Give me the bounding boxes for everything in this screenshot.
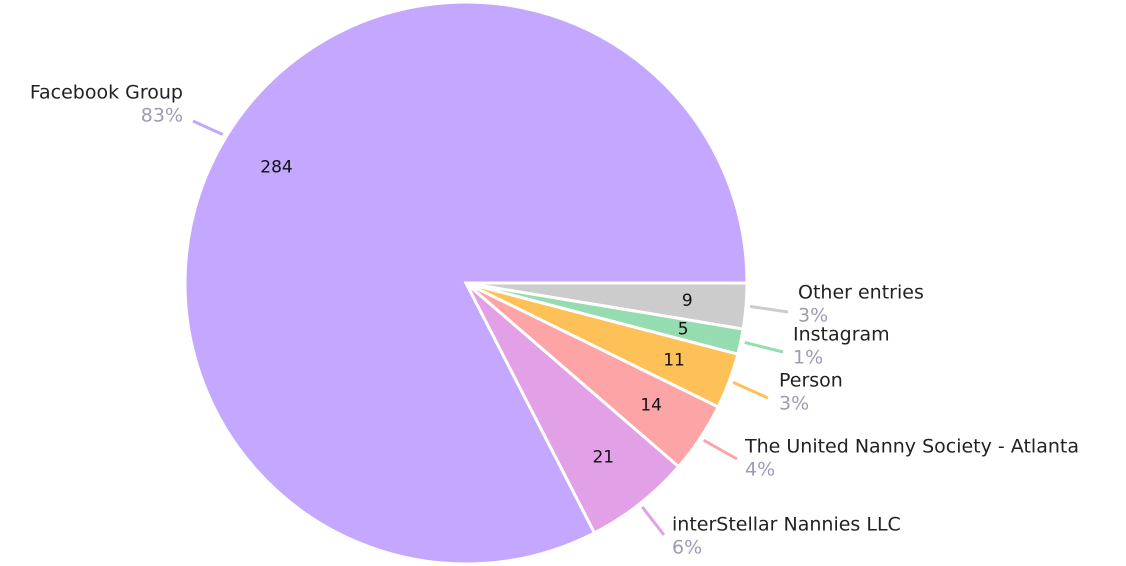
slice-value: 9 — [682, 291, 693, 311]
leader-line — [641, 506, 666, 536]
leader-line — [749, 304, 789, 314]
pie-slice — [465, 281, 749, 331]
slice-label: Other entries — [798, 282, 924, 304]
slice-label: interStellar Nannies LLC — [672, 514, 901, 536]
slice-percent: 83% — [141, 105, 183, 127]
slice-value: 14 — [640, 395, 662, 415]
leader-line — [744, 340, 784, 354]
slice-label: The United Nanny Society - Atlanta — [744, 436, 1079, 458]
slice-percent: 3% — [779, 393, 809, 415]
leader-line — [702, 438, 738, 461]
leader-line — [732, 381, 769, 400]
slice-percent: 3% — [798, 305, 828, 327]
slice-value: 11 — [663, 350, 685, 370]
slice-label: Instagram — [793, 324, 890, 346]
leader-line — [192, 119, 224, 136]
slice-value: 284 — [260, 157, 292, 177]
slice-percent: 6% — [672, 537, 702, 559]
slice-value: 5 — [678, 319, 689, 339]
slice-percent: 4% — [745, 459, 775, 481]
slice-label: Person — [779, 370, 843, 392]
slice-percent: 1% — [793, 347, 823, 369]
slice-value: 21 — [592, 447, 614, 467]
slice-label: Facebook Group — [30, 82, 183, 104]
